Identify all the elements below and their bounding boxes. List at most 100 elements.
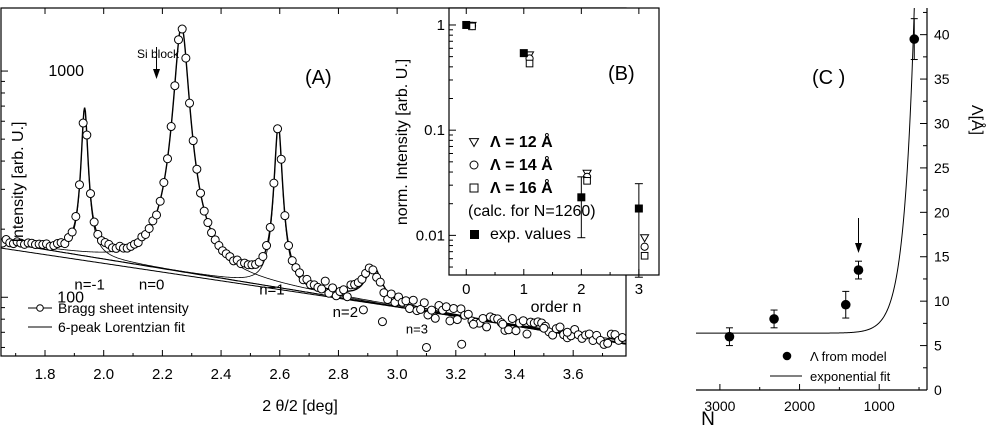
panel-b-marker-exp-value	[462, 20, 471, 29]
panel-a-data-point	[203, 218, 213, 228]
panel-a-data-point	[284, 241, 294, 251]
panel-b-xlabel: order n	[531, 299, 582, 316]
panel-b-x-tick-label: 0	[462, 281, 470, 298]
panel-c-x-tick-label: 2000	[784, 398, 815, 414]
panel-a-data-point	[562, 327, 572, 337]
panel-c: 3000 2000 1000 0 5 10 15 20 25 30 35 40 N Λ[Å] (C …	[696, 8, 987, 430]
panel-a-x-tick-label: 2.8	[328, 366, 349, 383]
panel-b-data-points	[462, 20, 650, 278]
panel-b: 0 1 2 3 0.01 0.1 1 order n norm. Intensity [a…	[394, 7, 660, 316]
panel-b-y-tick-label: 0.01	[416, 227, 445, 244]
panel-a-legend: Bragg sheet intensity 6-peak Lorentzian …	[28, 300, 189, 335]
panel-c-y-tick-label: 30	[934, 115, 950, 131]
panel-a-data-point	[449, 303, 459, 313]
panel-a-data-point	[196, 188, 206, 198]
panel-a-data-point	[74, 180, 84, 190]
legend-entry-lambda-model: Λ from model	[810, 349, 887, 364]
panel-c-ylabel: Λ[Å]	[968, 105, 987, 135]
panel-a-data-point	[518, 316, 528, 326]
panel-a-data-point	[478, 313, 488, 323]
panel-a-data-point	[452, 315, 462, 325]
panel-a-data-point	[155, 196, 165, 206]
order-label: n=2	[333, 304, 358, 321]
panel-a-x-tick-label: 3.4	[504, 366, 525, 383]
panel-c-data-point	[724, 331, 735, 342]
panel-a-data-points	[1, 24, 626, 352]
panel-a-y-tick-label: 1000	[48, 63, 84, 80]
panel-c-fit-curve	[696, 8, 915, 334]
legend-entry-exponential-fit: exponential fit	[810, 369, 891, 384]
panel-a-data-point	[427, 305, 437, 315]
panel-a-data-point	[441, 302, 451, 312]
panel-a-data-point	[174, 35, 184, 45]
panel-a-data-point	[507, 314, 517, 323]
panel-a-data-point	[152, 210, 162, 220]
panel-a-data-point	[522, 329, 532, 339]
legend-entry-lambda-16: Λ = 16 Å	[490, 178, 553, 197]
panel-c-data-point	[909, 34, 920, 44]
panel-b-marker-exp-value	[634, 204, 643, 213]
panel-a-data-point	[339, 285, 349, 295]
panel-a-data-point	[539, 323, 549, 333]
panel-a-data-point	[78, 118, 88, 128]
panel-b-marker-lambda-14	[640, 242, 649, 251]
legend-entry-lorentzian: 6-peak Lorentzian fit	[58, 319, 185, 335]
panel-a-data-point	[276, 154, 286, 164]
panel-a-data-point	[511, 326, 521, 336]
panel-b-frame	[448, 7, 660, 276]
panel-b-x-tick-label: 2	[577, 281, 585, 298]
panel-a-data-point	[144, 224, 154, 233]
panel-b-marker-lambda-12	[468, 138, 480, 148]
panel-c-y-tick-label: 5	[934, 338, 942, 354]
panel-a-data-point	[295, 268, 305, 278]
panel-a-data-point	[457, 339, 467, 349]
panel-c-data-point	[853, 265, 864, 275]
legend-entry-exp-values: exp. values	[490, 226, 571, 243]
panel-a-data-point	[386, 289, 396, 299]
si-block-arrow-head	[153, 69, 161, 79]
panel-a-x-tick-label: 1.8	[35, 366, 56, 383]
panel-a-data-point	[170, 81, 180, 91]
panel-a-data-point	[368, 265, 378, 275]
panel-a-x-tick-label: 3.6	[563, 366, 584, 383]
panel-c-y-tick-label: 10	[934, 293, 950, 309]
panel-a-data-point	[320, 276, 330, 286]
panel-a-data-point	[159, 178, 169, 187]
panel-b-marker-lambda-16	[640, 251, 649, 260]
panel-a: 1.8 2.0 2.2 2.4 2.6 2.8 3.0 3.2 3.4 3.6 100 1000 2…	[0, 7, 627, 415]
panel-b-label: (B)	[608, 63, 635, 85]
panel-c-y-tick-label: 35	[934, 71, 950, 87]
legend-entry-calc-note: (calc. for N=1260)	[468, 203, 596, 220]
legend-marker-circle	[469, 160, 479, 170]
panel-a-data-point	[445, 316, 455, 326]
panel-a-data-point	[377, 317, 387, 327]
panel-a-x-tick-label: 2.4	[211, 366, 232, 383]
panel-c-x-tick-label: 1000	[864, 398, 895, 414]
panel-a-data-point	[199, 206, 209, 216]
panel-a-data-point	[287, 256, 297, 266]
panel-a-data-point	[207, 228, 217, 238]
panel-c-arrow-head	[854, 243, 862, 253]
panel-a-x-tick-label: 3.0	[387, 366, 408, 383]
panel-c-y-axis: 0 5 10 15 20 25 30 35 40	[920, 11, 950, 398]
panel-a-data-point	[482, 322, 492, 332]
panel-b-marker-lambda-16	[525, 59, 534, 68]
panel-b-legend: Λ = 12 Å Λ = 14 Å Λ = 16 Å (calc. for N=…	[468, 132, 596, 243]
panel-a-data-point	[86, 189, 95, 199]
panel-a-data-point	[89, 217, 99, 227]
panel-a-data-point	[468, 319, 478, 329]
panel-c-label: (C )	[812, 67, 845, 89]
panel-a-data-point	[262, 241, 272, 251]
panel-a-data-point	[192, 164, 202, 174]
panel-a-ylabel: Intensity [arb. U.]	[10, 122, 27, 243]
panel-a-y-axis: 100 1000	[1, 63, 84, 348]
order-label: n=1	[259, 281, 284, 298]
panel-c-data-point	[769, 314, 779, 324]
panel-c-y-tick-label: 0	[934, 382, 942, 398]
panel-c-legend: Λ from model exponential fit	[770, 349, 891, 384]
panel-a-data-point	[258, 252, 268, 261]
panel-a-data-point	[498, 319, 508, 329]
panel-a-data-point	[358, 305, 368, 315]
panel-b-y-axis: 0.01 0.1 1	[416, 17, 456, 268]
